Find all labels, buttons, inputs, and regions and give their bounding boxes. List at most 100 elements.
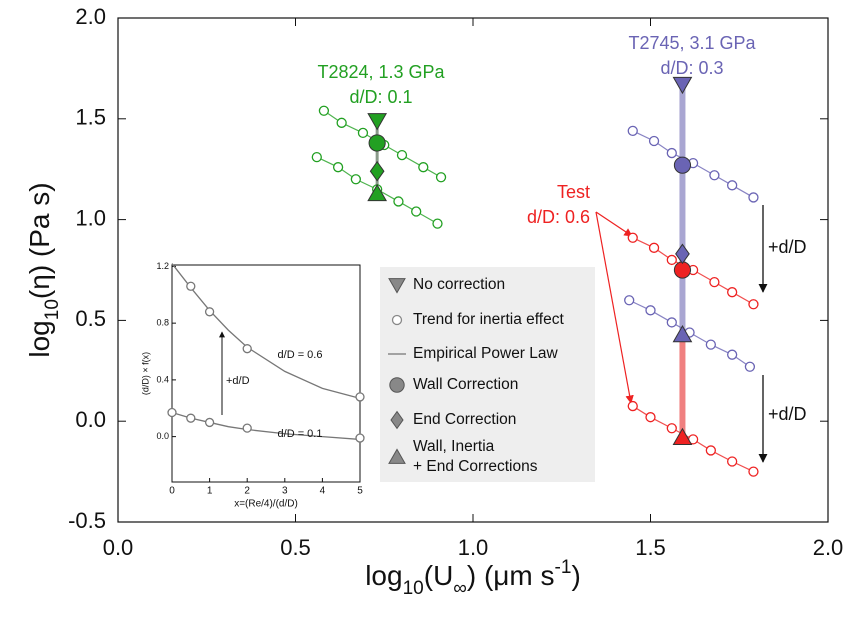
legend-label: Wall Correction (413, 376, 518, 393)
axis-label-part: -1 (555, 557, 572, 578)
marker-open-circle (336, 117, 347, 128)
marker-open-circle (648, 135, 660, 147)
y-tick-label: -0.5 (68, 508, 106, 533)
axis-label-part: ) (571, 560, 580, 591)
axis-label-part: (η) (Pa s) (24, 182, 55, 299)
y-tick-label: 0.0 (75, 407, 106, 432)
marker-open-circle (666, 423, 677, 434)
marker-open-circle (350, 174, 362, 185)
marker-circle (368, 134, 386, 152)
inset-x-tick-label: 4 (320, 486, 326, 497)
axis-label-part: (U (424, 560, 454, 591)
legend-label: Wall, Inertia (413, 438, 495, 455)
axis-label-part: 10 (42, 299, 63, 320)
y-tick-label: 1.0 (75, 205, 106, 230)
marker-open-circle (318, 105, 330, 116)
marker-open-circle (666, 254, 677, 266)
inset-curve (171, 263, 361, 399)
marker-open-circle (396, 149, 408, 161)
axis-label-part: ∞ (453, 578, 467, 599)
marker-open-circle (705, 339, 716, 350)
marker-open-circle (627, 232, 638, 243)
annotation: +d/D (768, 237, 807, 257)
arrow (595, 211, 633, 237)
axis-label-part: log (365, 560, 402, 591)
marker-open-circle (432, 218, 443, 229)
inset-y-label: (d/D) × f(x) (140, 352, 150, 395)
marker-open-circle (627, 125, 638, 137)
marker-circle (389, 377, 405, 393)
x-tick-label: 0.0 (103, 535, 134, 560)
marker-open-circle (357, 127, 369, 139)
marker-open-circle (705, 445, 716, 456)
inset-point (204, 307, 215, 317)
annotation: Test (557, 182, 590, 202)
marker-open-circle (391, 314, 403, 326)
marker-open-circle (435, 172, 447, 183)
marker-open-circle (311, 151, 322, 163)
y-tick-label: 1.5 (75, 105, 106, 130)
x-tick-label: 1.5 (635, 535, 666, 560)
arrow (595, 211, 634, 404)
marker-open-circle (666, 147, 677, 159)
marker-open-circle (648, 242, 660, 253)
marker-open-circle (666, 317, 677, 328)
inset-y-tick-label: 0.0 (156, 431, 169, 441)
marker-triangle-up (367, 183, 388, 202)
marker-circle (673, 156, 692, 174)
marker-open-circle (727, 287, 738, 298)
marker-open-circle (624, 295, 635, 306)
marker-triangle-down (672, 76, 693, 95)
marker-open-circle (411, 206, 422, 217)
marker-circle (673, 261, 692, 279)
marker-open-circle (332, 162, 344, 173)
annotation: d/D: 0.3 (660, 58, 723, 78)
annotation: d/D: 0.1 (349, 87, 412, 107)
axis-label: log10(U∞) (μm s-1) (365, 557, 581, 599)
inset-point (355, 392, 365, 402)
marker-open-circle (627, 400, 638, 412)
inset-point (186, 413, 196, 423)
marker-triangle-up (672, 324, 693, 343)
inset-annotation: d/D = 0.1 (278, 428, 323, 440)
marker-open-circle (744, 361, 756, 372)
legend-label: Trend for inertia effect (413, 311, 564, 328)
inset-annotation: d/D = 0.6 (278, 349, 323, 361)
marker-diamond (369, 160, 385, 182)
marker-open-circle (748, 192, 759, 203)
inset-point (242, 344, 252, 354)
inset-x-tick-label: 1 (207, 486, 213, 497)
axis-label-part: ) (μm s (467, 560, 555, 591)
marker-open-circle (748, 299, 759, 310)
y-tick-label: 2.0 (75, 4, 106, 29)
inset-point (204, 417, 215, 428)
marker-open-circle (418, 162, 429, 173)
marker-triangle-down (367, 113, 388, 131)
marker-open-circle (709, 170, 720, 181)
inset-point (355, 433, 365, 443)
inset-y-tick-label: 0.8 (156, 318, 169, 328)
axis-label: log10(η) (Pa s) (24, 182, 62, 357)
marker-open-circle (727, 180, 738, 191)
axis-label-part: 10 (403, 578, 424, 599)
marker-triangle-up (388, 448, 406, 464)
marker-triangle-up (672, 427, 693, 446)
x-tick-label: 1.0 (458, 535, 489, 560)
legend-label: + End Corrections (413, 458, 538, 475)
x-tick-label: 0.5 (280, 535, 311, 560)
marker-diamond (390, 410, 404, 430)
inset-y-tick-label: 1.2 (156, 261, 169, 271)
annotation: T2745, 3.1 GPa (628, 33, 756, 53)
inset-x-label: x=(Re/4)/(d/D) (234, 499, 298, 510)
marker-open-circle (748, 466, 759, 477)
x-tick-label: 2.0 (813, 535, 844, 560)
inset-x-tick-label: 5 (357, 486, 363, 497)
marker-open-circle (727, 456, 738, 467)
marker-open-circle (709, 276, 720, 288)
inset-x-tick-label: 3 (282, 486, 288, 497)
inset-y-tick-label: 0.4 (156, 374, 169, 384)
marker-open-circle (645, 305, 656, 316)
marker-open-circle (727, 349, 738, 360)
inset-x-tick-label: 0 (169, 486, 175, 497)
